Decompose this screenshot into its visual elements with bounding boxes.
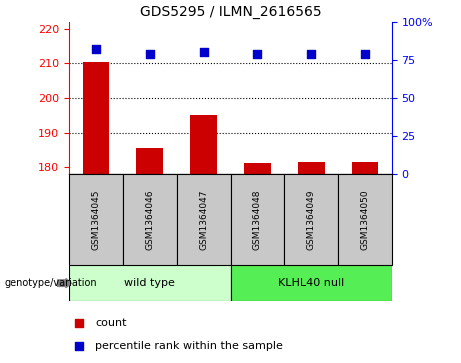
Bar xyxy=(177,174,230,265)
Point xyxy=(146,51,154,57)
Bar xyxy=(190,115,217,174)
Point xyxy=(200,49,207,55)
Text: wild type: wild type xyxy=(124,278,175,288)
Text: GSM1364048: GSM1364048 xyxy=(253,189,262,250)
Point xyxy=(315,244,322,249)
Point xyxy=(361,51,369,57)
Title: GDS5295 / ILMN_2616565: GDS5295 / ILMN_2616565 xyxy=(140,5,321,19)
Text: GSM1364045: GSM1364045 xyxy=(92,189,100,250)
Bar xyxy=(244,163,271,174)
Text: GSM1364050: GSM1364050 xyxy=(361,189,369,250)
Bar xyxy=(136,148,163,174)
Point xyxy=(307,51,315,57)
Text: GSM1364047: GSM1364047 xyxy=(199,189,208,250)
Bar xyxy=(230,174,284,265)
Point xyxy=(254,51,261,57)
Bar xyxy=(338,174,392,265)
Bar xyxy=(351,162,378,174)
Bar xyxy=(284,174,338,265)
Text: GSM1364046: GSM1364046 xyxy=(145,189,154,250)
Text: GSM1364049: GSM1364049 xyxy=(307,189,316,250)
Text: percentile rank within the sample: percentile rank within the sample xyxy=(95,341,283,351)
Bar xyxy=(83,62,109,174)
Text: genotype/variation: genotype/variation xyxy=(5,278,97,288)
Bar xyxy=(230,265,392,301)
Point xyxy=(92,46,100,52)
Text: count: count xyxy=(95,318,126,328)
Point xyxy=(315,29,322,35)
Bar xyxy=(298,162,325,174)
Text: KLHL40 null: KLHL40 null xyxy=(278,278,344,288)
Bar xyxy=(69,174,123,265)
Bar xyxy=(123,174,177,265)
Bar xyxy=(69,265,230,301)
